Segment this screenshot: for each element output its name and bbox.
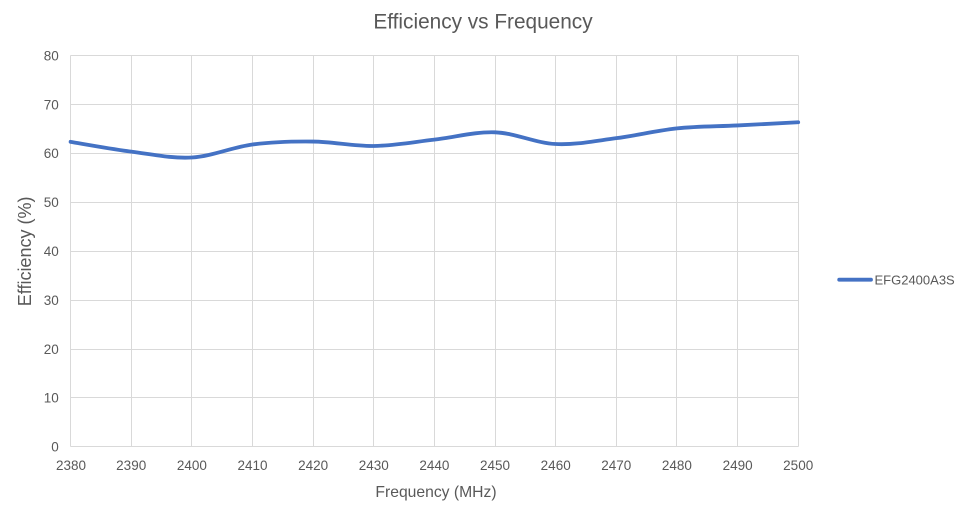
svg-text:2390: 2390 bbox=[116, 458, 146, 473]
svg-text:2400: 2400 bbox=[177, 458, 207, 473]
svg-text:50: 50 bbox=[44, 195, 59, 210]
svg-text:Efficiency (%): Efficiency (%) bbox=[15, 197, 35, 307]
svg-text:60: 60 bbox=[44, 146, 59, 161]
svg-text:10: 10 bbox=[44, 391, 59, 406]
svg-text:2440: 2440 bbox=[419, 458, 449, 473]
svg-text:EFG2400A3S: EFG2400A3S bbox=[875, 272, 956, 287]
svg-text:2500: 2500 bbox=[783, 458, 813, 473]
svg-text:2490: 2490 bbox=[723, 458, 753, 473]
svg-text:30: 30 bbox=[44, 293, 59, 308]
svg-text:0: 0 bbox=[51, 440, 59, 455]
svg-text:2380: 2380 bbox=[56, 458, 86, 473]
svg-text:70: 70 bbox=[44, 97, 59, 112]
svg-text:2450: 2450 bbox=[480, 458, 510, 473]
svg-text:2460: 2460 bbox=[541, 458, 571, 473]
svg-text:2480: 2480 bbox=[662, 458, 692, 473]
svg-text:80: 80 bbox=[44, 48, 59, 63]
svg-text:2410: 2410 bbox=[237, 458, 267, 473]
svg-text:40: 40 bbox=[44, 244, 59, 259]
svg-text:2420: 2420 bbox=[298, 458, 328, 473]
svg-text:Efficiency vs Frequency: Efficiency vs Frequency bbox=[373, 11, 593, 34]
svg-text:2470: 2470 bbox=[601, 458, 631, 473]
svg-text:20: 20 bbox=[44, 342, 59, 357]
svg-text:Frequency (MHz): Frequency (MHz) bbox=[375, 484, 496, 501]
svg-text:2430: 2430 bbox=[359, 458, 389, 473]
